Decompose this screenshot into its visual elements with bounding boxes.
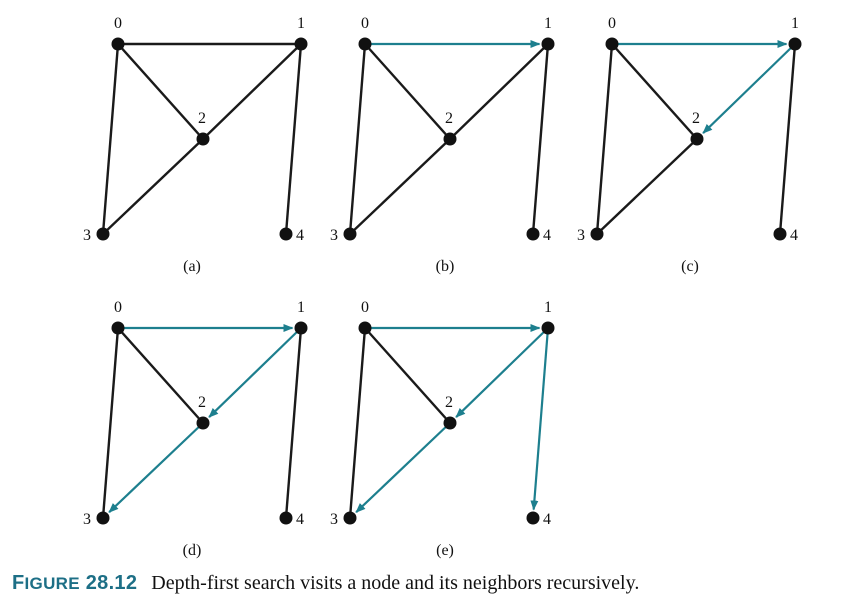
graph-panel-a: 0 1 2 3 4 (a) bbox=[83, 15, 308, 275]
visited-edge-1-4 bbox=[530, 327, 550, 511]
caption-label: FIGURE 28.12 bbox=[12, 572, 137, 594]
edge-0-2 bbox=[117, 43, 204, 140]
vertex-label-3: 3 bbox=[330, 227, 338, 244]
vertex-label-2: 2 bbox=[692, 110, 700, 127]
vertex-label-4: 4 bbox=[790, 227, 798, 244]
visited-edge-1-2 bbox=[455, 327, 549, 418]
vertex-0 bbox=[358, 321, 372, 335]
vertex-label-3: 3 bbox=[83, 227, 91, 244]
vertex-2 bbox=[196, 416, 210, 430]
edge-1-4 bbox=[531, 43, 550, 235]
visited-edge-2-3 bbox=[108, 422, 204, 513]
vertex-1 bbox=[788, 37, 802, 51]
caption-label-number: 28.12 bbox=[85, 572, 138, 594]
vertex-label-2: 2 bbox=[445, 110, 453, 127]
vertex-4 bbox=[526, 511, 540, 525]
edge-0-3 bbox=[348, 327, 367, 519]
panel-label: (c) bbox=[681, 258, 699, 275]
panel-label: (b) bbox=[436, 258, 455, 275]
edge-1-4 bbox=[284, 43, 303, 235]
vertex-label-0: 0 bbox=[361, 299, 369, 316]
vertex-0 bbox=[358, 37, 372, 51]
vertex-3 bbox=[96, 511, 110, 525]
vertex-2 bbox=[196, 132, 210, 146]
vertex-label-0: 0 bbox=[361, 15, 369, 32]
edge-2-3 bbox=[349, 138, 451, 235]
vertex-3 bbox=[343, 511, 357, 525]
vertex-3 bbox=[343, 227, 357, 241]
edge-1-4 bbox=[284, 327, 303, 519]
vertex-label-1: 1 bbox=[297, 299, 305, 316]
vertex-2 bbox=[443, 416, 457, 430]
vertex-label-1: 1 bbox=[544, 299, 552, 316]
vertex-2 bbox=[690, 132, 704, 146]
edge-1-2 bbox=[449, 43, 549, 140]
visited-edge-1-2 bbox=[208, 327, 302, 418]
vertex-label-2: 2 bbox=[445, 394, 453, 411]
vertex-label-4: 4 bbox=[543, 511, 551, 528]
figure-caption: FIGURE 28.12 Depth-first search visits a … bbox=[12, 572, 639, 595]
vertex-label-1: 1 bbox=[791, 15, 799, 32]
vertex-label-0: 0 bbox=[114, 299, 122, 316]
edge-2-3 bbox=[102, 138, 204, 235]
vertex-label-4: 4 bbox=[296, 511, 304, 528]
edge-0-2 bbox=[611, 43, 698, 140]
vertex-label-4: 4 bbox=[543, 227, 551, 244]
vertex-0 bbox=[111, 37, 125, 51]
edge-0-2 bbox=[364, 327, 451, 424]
edge-0-3 bbox=[101, 43, 120, 235]
vertex-0 bbox=[605, 37, 619, 51]
vertex-label-2: 2 bbox=[198, 394, 206, 411]
vertex-4 bbox=[279, 511, 293, 525]
vertex-4 bbox=[773, 227, 787, 241]
vertex-label-4: 4 bbox=[296, 227, 304, 244]
visited-edge-1-2 bbox=[702, 43, 796, 134]
vertex-label-3: 3 bbox=[577, 227, 585, 244]
vertex-label-0: 0 bbox=[608, 15, 616, 32]
vertex-2 bbox=[443, 132, 457, 146]
panel-label: (e) bbox=[436, 542, 454, 559]
caption-label-word: FIGURE bbox=[12, 572, 80, 594]
vertex-4 bbox=[279, 227, 293, 241]
edge-2-3 bbox=[596, 138, 698, 235]
vertex-3 bbox=[96, 227, 110, 241]
edge-0-3 bbox=[348, 43, 367, 235]
edge-0-2 bbox=[117, 327, 204, 424]
vertex-label-0: 0 bbox=[114, 15, 122, 32]
vertex-label-2: 2 bbox=[198, 110, 206, 127]
visited-edge-2-3 bbox=[355, 422, 451, 513]
vertex-label-1: 1 bbox=[297, 15, 305, 32]
caption-text: Depth-first search visits a node and its… bbox=[151, 572, 640, 594]
edge-0-3 bbox=[595, 43, 614, 235]
edge-1-4 bbox=[778, 43, 797, 235]
edge-1-2 bbox=[202, 43, 302, 140]
vertex-1 bbox=[294, 321, 308, 335]
vertex-label-1: 1 bbox=[544, 15, 552, 32]
vertex-1 bbox=[294, 37, 308, 51]
vertex-3 bbox=[590, 227, 604, 241]
vertex-label-3: 3 bbox=[83, 511, 91, 528]
graph-panel-d: 0 1 2 3 4 (d) bbox=[83, 299, 308, 559]
vertex-label-3: 3 bbox=[330, 511, 338, 528]
edge-0-3 bbox=[101, 327, 120, 519]
vertex-0 bbox=[111, 321, 125, 335]
vertex-1 bbox=[541, 321, 555, 335]
vertex-1 bbox=[541, 37, 555, 51]
panel-label: (d) bbox=[183, 542, 202, 559]
graph-panel-b: 0 1 2 3 4 (b) bbox=[330, 15, 555, 275]
graph-panel-c: 0 1 2 3 4 (c) bbox=[577, 15, 802, 275]
edge-0-2 bbox=[364, 43, 451, 140]
vertex-4 bbox=[526, 227, 540, 241]
graph-panel-e: 0 1 2 3 4 (e) bbox=[330, 299, 555, 559]
panel-label: (a) bbox=[183, 258, 201, 275]
